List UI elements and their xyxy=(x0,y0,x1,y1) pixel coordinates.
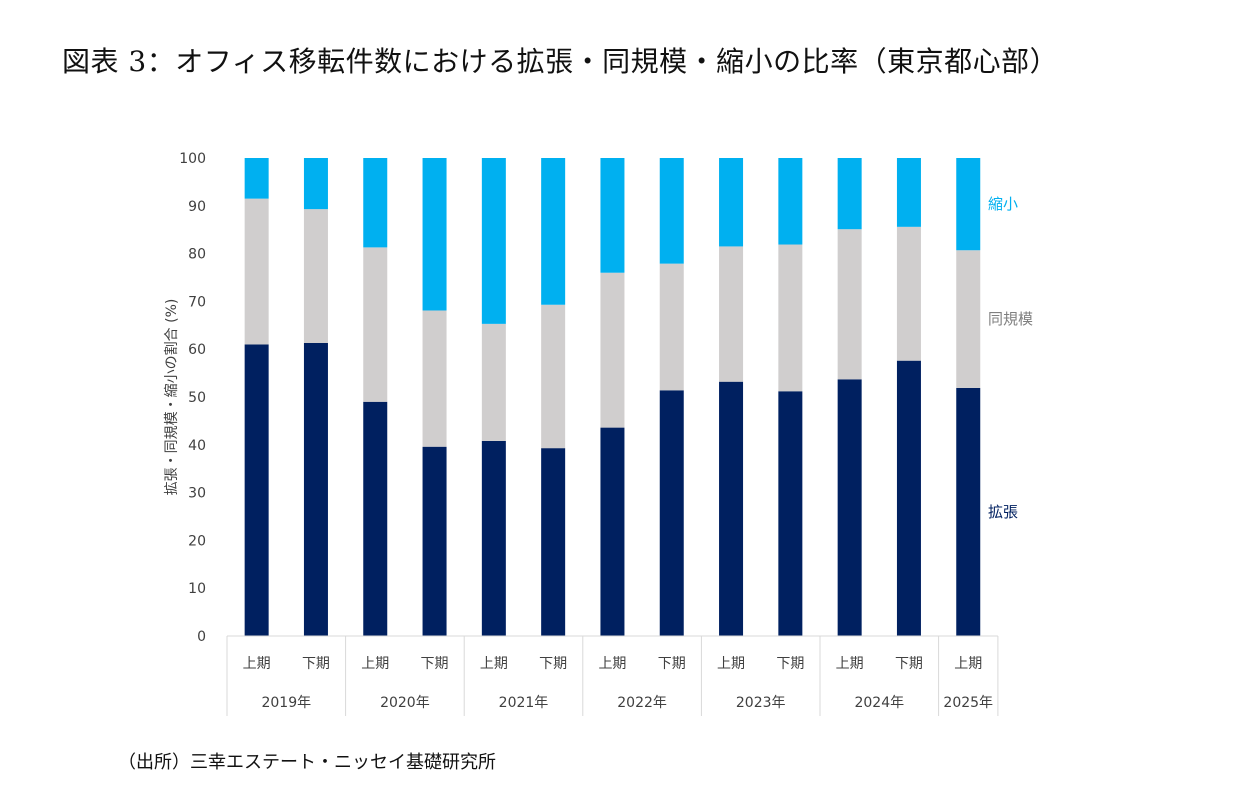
x-tick-label: 上期 xyxy=(954,656,982,672)
bar-segment-same-size xyxy=(956,250,981,388)
bar-segment-reduction xyxy=(719,158,744,247)
bar-segment-expansion xyxy=(422,446,447,636)
bar-segment-reduction xyxy=(956,158,981,251)
bar-segment-reduction xyxy=(303,158,328,210)
x-tick-label: 下期 xyxy=(421,656,449,672)
bar-segment-reduction xyxy=(363,158,388,248)
y-tick-label: 20 xyxy=(188,533,206,549)
bar-segment-expansion xyxy=(659,390,684,636)
x-tick-label: 上期 xyxy=(243,656,271,672)
bar-segment-expansion xyxy=(481,440,506,636)
y-tick-label: 80 xyxy=(188,247,206,263)
x-group-label: 2021年 xyxy=(499,695,549,711)
x-tick-label: 上期 xyxy=(361,656,389,672)
bar-segment-same-size xyxy=(600,272,625,428)
legend-label-reduction: 縮小 xyxy=(988,195,1018,213)
bar-segment-reduction xyxy=(541,158,566,305)
y-tick-label: 0 xyxy=(197,629,206,645)
x-group-label: 2025年 xyxy=(943,695,993,711)
x-tick-label: 下期 xyxy=(539,656,567,672)
x-tick-label: 上期 xyxy=(717,656,745,672)
bar-segment-same-size xyxy=(896,226,921,361)
bar-segment-expansion xyxy=(896,360,921,636)
bar-segment-reduction xyxy=(896,158,921,227)
x-tick-label: 下期 xyxy=(895,656,923,672)
bar-segment-reduction xyxy=(244,158,269,199)
y-tick-label: 50 xyxy=(188,390,206,406)
bar-segment-expansion xyxy=(244,344,269,636)
bar-segment-reduction xyxy=(659,158,684,264)
x-group-label: 2020年 xyxy=(380,695,430,711)
bar-segment-same-size xyxy=(422,310,447,447)
y-tick-label: 100 xyxy=(179,151,206,167)
x-group-label: 2023年 xyxy=(736,695,786,711)
bar-segment-reduction xyxy=(837,158,862,230)
x-tick-label: 下期 xyxy=(302,656,330,672)
bar-segment-expansion xyxy=(778,391,803,636)
bar-segment-reduction xyxy=(600,158,625,273)
y-tick-label: 40 xyxy=(188,438,206,454)
y-tick-label: 60 xyxy=(188,342,206,358)
bar-segment-reduction xyxy=(422,158,447,311)
legend-label-same-size: 同規模 xyxy=(988,310,1033,328)
y-tick-label: 70 xyxy=(188,294,206,310)
y-axis-label: 拡張・同規模・縮小の割合 (%) xyxy=(163,299,180,496)
y-tick-label: 90 xyxy=(188,199,206,215)
bar-segment-expansion xyxy=(956,387,981,636)
bar-segment-same-size xyxy=(541,304,566,449)
bar-segment-expansion xyxy=(719,381,744,636)
bar-segment-expansion xyxy=(303,342,328,636)
y-tick-label: 10 xyxy=(188,581,206,597)
legend-label-expansion: 拡張 xyxy=(988,503,1018,521)
x-tick-label: 下期 xyxy=(776,656,804,672)
bar-segment-same-size xyxy=(719,246,744,382)
bar-segment-same-size xyxy=(837,229,862,380)
bar-segment-same-size xyxy=(481,323,506,441)
bar-segment-expansion xyxy=(363,401,388,636)
chart-title: 図表 3：オフィス移転件数における拡張・同規模・縮小の比率（東京都心部） xyxy=(62,45,1059,78)
bar-segment-same-size xyxy=(659,263,684,391)
source-note: （出所）三幸エステート・ニッセイ基礎研究所 xyxy=(118,752,496,773)
x-tick-label: 下期 xyxy=(658,656,686,672)
bar-segment-same-size xyxy=(363,247,388,402)
bar-segment-same-size xyxy=(244,198,269,345)
bar-segment-expansion xyxy=(837,379,862,636)
x-tick-label: 上期 xyxy=(836,656,864,672)
bar-segment-reduction xyxy=(481,158,506,324)
x-tick-label: 上期 xyxy=(480,656,508,672)
x-group-label: 2024年 xyxy=(854,695,904,711)
bar-segment-reduction xyxy=(778,158,803,245)
x-group-label: 2019年 xyxy=(261,695,311,711)
x-tick-label: 上期 xyxy=(598,656,626,672)
bar-segment-expansion xyxy=(541,448,566,636)
y-tick-label: 30 xyxy=(188,486,206,502)
bar-segment-same-size xyxy=(778,244,803,392)
x-group-label: 2022年 xyxy=(617,695,667,711)
bar-segment-expansion xyxy=(600,427,625,636)
bar-segment-same-size xyxy=(303,209,328,343)
